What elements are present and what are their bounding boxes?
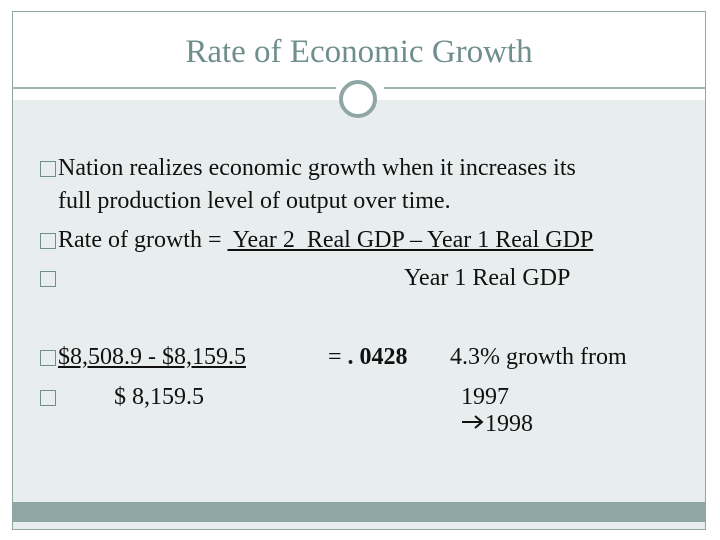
slide-title: Rate of Economic Growth [185, 34, 533, 70]
formula-denominator: Year 1 Real GDP [404, 265, 571, 291]
calc-denominator: $ 8,159.5 [114, 384, 204, 410]
title-divider-left [12, 87, 336, 89]
square-bullet-icon [40, 390, 56, 406]
formula-numerator: Year 2 Real GDP – Year 1 Real GDP [227, 227, 594, 253]
right-arrow-icon [462, 415, 484, 429]
calc-denominator-line [28, 357, 58, 411]
year-from: 1997 [461, 384, 509, 410]
calc-numerator: $8,508.9 - $8,159.5 [58, 344, 246, 370]
divider-circle-icon [339, 80, 377, 118]
bullet-line-1: Nation realizes economic growth when it … [28, 128, 576, 182]
square-bullet-icon [40, 350, 56, 366]
bullet-text-1: Nation realizes economic growth when it … [58, 155, 576, 181]
bottom-accent-bar [12, 502, 706, 522]
percent-wrap: 4.3% growth from [438, 317, 627, 371]
bullet-text-1-cont: full production level of output over tim… [58, 188, 451, 214]
formula-denominator-line [28, 238, 58, 292]
year-to: 1998 [485, 411, 533, 437]
formula-denominator-text-wrap: Year 1 Real GDP [393, 238, 570, 292]
rate-label: Rate of growth = [58, 227, 228, 253]
equals-sign: = [328, 344, 348, 370]
square-bullet-icon [40, 233, 56, 249]
calc-result: . 0428 [347, 344, 408, 370]
calc-line: $8,508.9 - $8,159.5 [28, 317, 246, 371]
calc-result-wrap: = . 0428 [316, 317, 408, 371]
percent-growth: 4.3% growth from [450, 344, 627, 370]
calc-denominator-wrap: $ 8,159.5 [102, 357, 204, 411]
rate-formula-line: Rate of growth = Year 2 Real GDP – Year … [28, 200, 593, 254]
year-range: 1997 1998 [449, 357, 533, 438]
bullet-line-1-cont: full production level of output over tim… [46, 161, 451, 215]
title-divider-right [384, 87, 706, 89]
square-bullet-icon [40, 271, 56, 287]
square-bullet-icon [40, 161, 56, 177]
